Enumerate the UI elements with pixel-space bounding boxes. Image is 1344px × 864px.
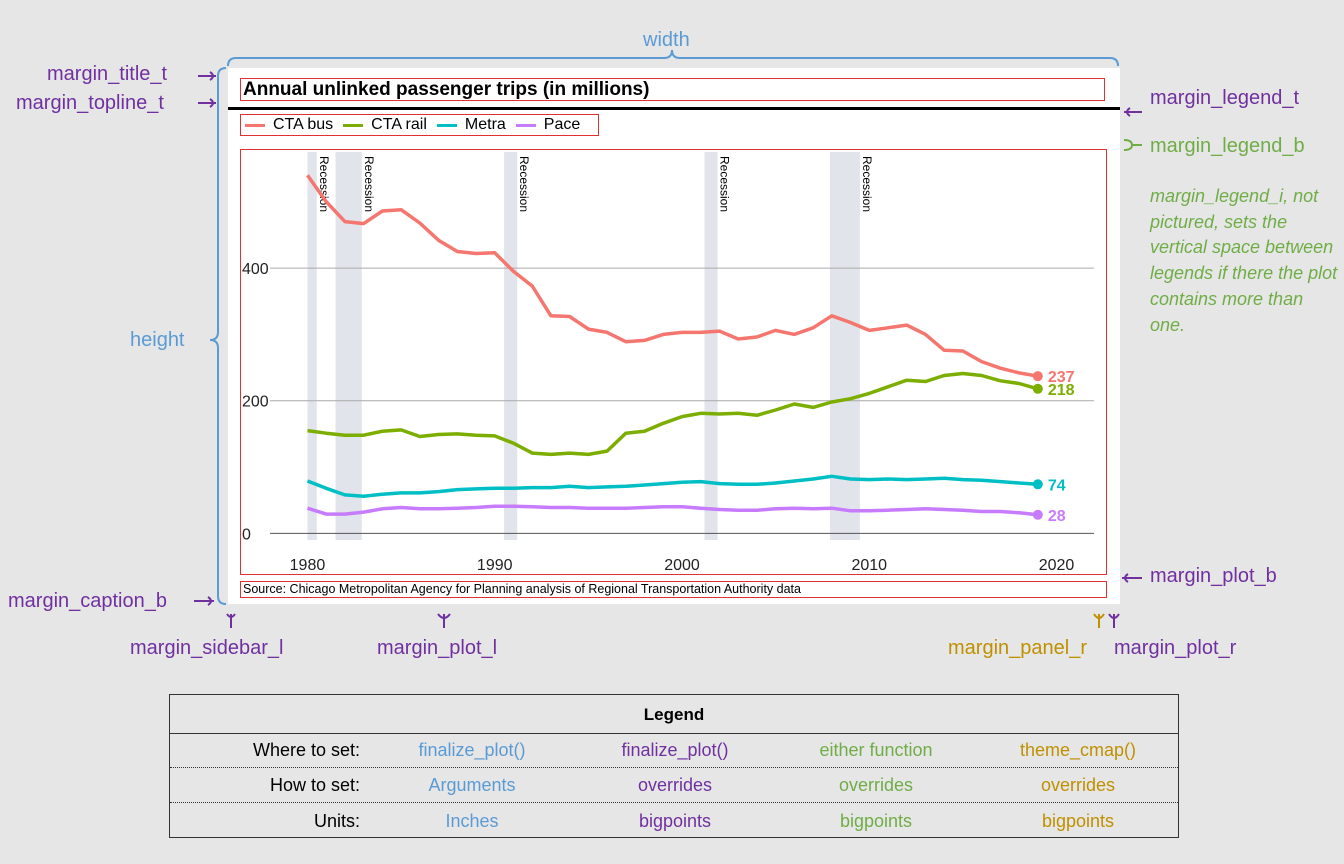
y-tick-label: 200 bbox=[242, 394, 269, 411]
recession-label: Recession bbox=[718, 156, 732, 212]
x-tick-label: 1980 bbox=[290, 557, 326, 574]
width-brace bbox=[227, 49, 1119, 67]
margin-panel-r-arrow bbox=[1093, 613, 1105, 628]
cell-units-1: Inches bbox=[445, 811, 499, 831]
title-highlight-box: Annual unlinked passenger trips (in mill… bbox=[240, 78, 1105, 101]
caption-highlight-box: Source: Chicago Metropolitan Agency for … bbox=[240, 581, 1107, 598]
cell-units-3: bigpoints bbox=[839, 811, 913, 831]
cell-how-3: overrides bbox=[838, 775, 914, 795]
series-end-point bbox=[1032, 509, 1043, 520]
margin-title-t-arrow bbox=[198, 71, 216, 81]
series-end-label: 218 bbox=[1048, 382, 1075, 399]
legend-swatch bbox=[515, 123, 536, 127]
margin-sidebar-l-label: margin_sidebar_l bbox=[130, 637, 284, 659]
line-chart: 0 200 400 1980 1990 2000 2010 2020 Recession Rece… bbox=[242, 152, 1094, 574]
margin-plot-l-arrow bbox=[437, 613, 451, 628]
legend-table: Legend Where to set: finalize_plot() fin… bbox=[169, 694, 1179, 838]
legend-table-divider bbox=[170, 733, 1178, 734]
legend-swatch bbox=[343, 123, 364, 127]
topline bbox=[228, 107, 1120, 110]
margin-legend-b-arrow bbox=[1123, 139, 1142, 151]
legend-table-dotted-divider bbox=[170, 802, 1178, 803]
row-label-how: How to set: bbox=[269, 775, 360, 795]
plot-card: Annual unlinked passenger trips (in mill… bbox=[228, 68, 1120, 604]
margin-plot-r-arrow bbox=[1108, 613, 1120, 628]
recession-band bbox=[504, 152, 518, 540]
legend-item-cta-rail: CTA rail bbox=[343, 116, 427, 134]
margin-topline-t-arrow bbox=[198, 98, 216, 108]
width-label: width bbox=[643, 29, 690, 51]
legend-swatch bbox=[436, 123, 457, 127]
recession-band bbox=[307, 152, 317, 540]
margin-topline-t-label: margin_topline_t bbox=[16, 92, 164, 114]
height-brace bbox=[209, 67, 227, 605]
cell-how-1: Arguments bbox=[428, 775, 516, 795]
series-end-label: 74 bbox=[1048, 477, 1066, 494]
legend-table-dotted-divider bbox=[170, 767, 1178, 768]
cell-how-2: overrides bbox=[637, 775, 713, 795]
margin-legend-t-arrow bbox=[1124, 107, 1142, 117]
row-label-where: Where to set: bbox=[252, 740, 360, 760]
height-label: height bbox=[130, 329, 185, 351]
recession-label: Recession bbox=[317, 156, 331, 212]
margin-plot-l-label: margin_plot_l bbox=[377, 637, 498, 659]
y-tick-label: 400 bbox=[242, 261, 269, 278]
cell-where-4: theme_cmap() bbox=[1019, 740, 1137, 760]
x-tick-label: 2000 bbox=[664, 557, 700, 574]
series-line bbox=[307, 371, 1039, 457]
margin-caption-b-label: margin_caption_b bbox=[8, 590, 167, 612]
margin-legend-i-note: margin_legend_i, not pictured, sets the … bbox=[1150, 186, 1338, 335]
margin-plot-b-label: margin_plot_b bbox=[1150, 565, 1277, 587]
series-line bbox=[306, 474, 1038, 498]
recession-label: Recession bbox=[860, 156, 874, 212]
legend-label: CTA rail bbox=[371, 116, 427, 133]
legend-label: Pace bbox=[543, 116, 581, 133]
legend-label: Metra bbox=[464, 116, 506, 133]
recession-band bbox=[829, 152, 860, 540]
recession-band bbox=[704, 152, 718, 540]
series-line bbox=[306, 504, 1038, 517]
cell-how-4: overrides bbox=[1040, 775, 1116, 795]
margin-panel-r-label: margin_panel_r bbox=[948, 637, 1087, 659]
x-tick-label: 2010 bbox=[851, 557, 887, 574]
series-end-point bbox=[1032, 479, 1043, 490]
margin-plot-b-arrow bbox=[1122, 573, 1142, 583]
panel-highlight-box bbox=[240, 149, 1107, 575]
cell-where-3: either function bbox=[819, 740, 933, 760]
series-end-label: 28 bbox=[1048, 508, 1066, 525]
y-tick-label: 0 bbox=[242, 526, 251, 543]
margin-sidebar-l-arrow bbox=[226, 613, 236, 628]
plot-legend: CTA bus CTA rail Metra Pace bbox=[240, 114, 599, 136]
legend-item-cta-bus: CTA bus bbox=[245, 116, 333, 134]
legend-table-title: Legend bbox=[643, 705, 705, 724]
legend-swatch bbox=[245, 123, 265, 127]
recession-label: Recession bbox=[362, 156, 376, 212]
legend-item-metra: Metra bbox=[436, 116, 506, 134]
legend-item-pace: Pace bbox=[515, 116, 581, 134]
cell-where-2: finalize_plot() bbox=[621, 740, 729, 760]
cell-where-1: finalize_plot() bbox=[418, 740, 526, 760]
margin-title-t-label: margin_title_t bbox=[47, 63, 168, 85]
plot-title: Annual unlinked passenger trips (in mill… bbox=[243, 79, 650, 100]
series-end-label: 237 bbox=[1048, 369, 1075, 386]
recession-band bbox=[335, 152, 362, 540]
plot-caption: Source: Chicago Metropolitan Agency for … bbox=[243, 582, 801, 596]
cell-units-2: bigpoints bbox=[638, 811, 712, 831]
row-label-units: Units: bbox=[313, 811, 360, 831]
recession-label: Recession bbox=[517, 156, 531, 212]
series-line bbox=[306, 174, 1039, 378]
margin-plot-r-label: margin_plot_r bbox=[1114, 637, 1237, 659]
margin-legend-t-label: margin_legend_t bbox=[1150, 87, 1299, 109]
x-tick-label: 1990 bbox=[477, 557, 513, 574]
margin-caption-b-arrow bbox=[194, 596, 214, 606]
legend-label: CTA bus bbox=[273, 116, 334, 133]
series-end-point bbox=[1032, 383, 1043, 394]
cell-units-4: bigpoints bbox=[1041, 811, 1115, 831]
margin-legend-b-label: margin_legend_b bbox=[1150, 135, 1305, 157]
series-end-point bbox=[1032, 371, 1043, 382]
x-tick-label: 2020 bbox=[1039, 557, 1075, 574]
